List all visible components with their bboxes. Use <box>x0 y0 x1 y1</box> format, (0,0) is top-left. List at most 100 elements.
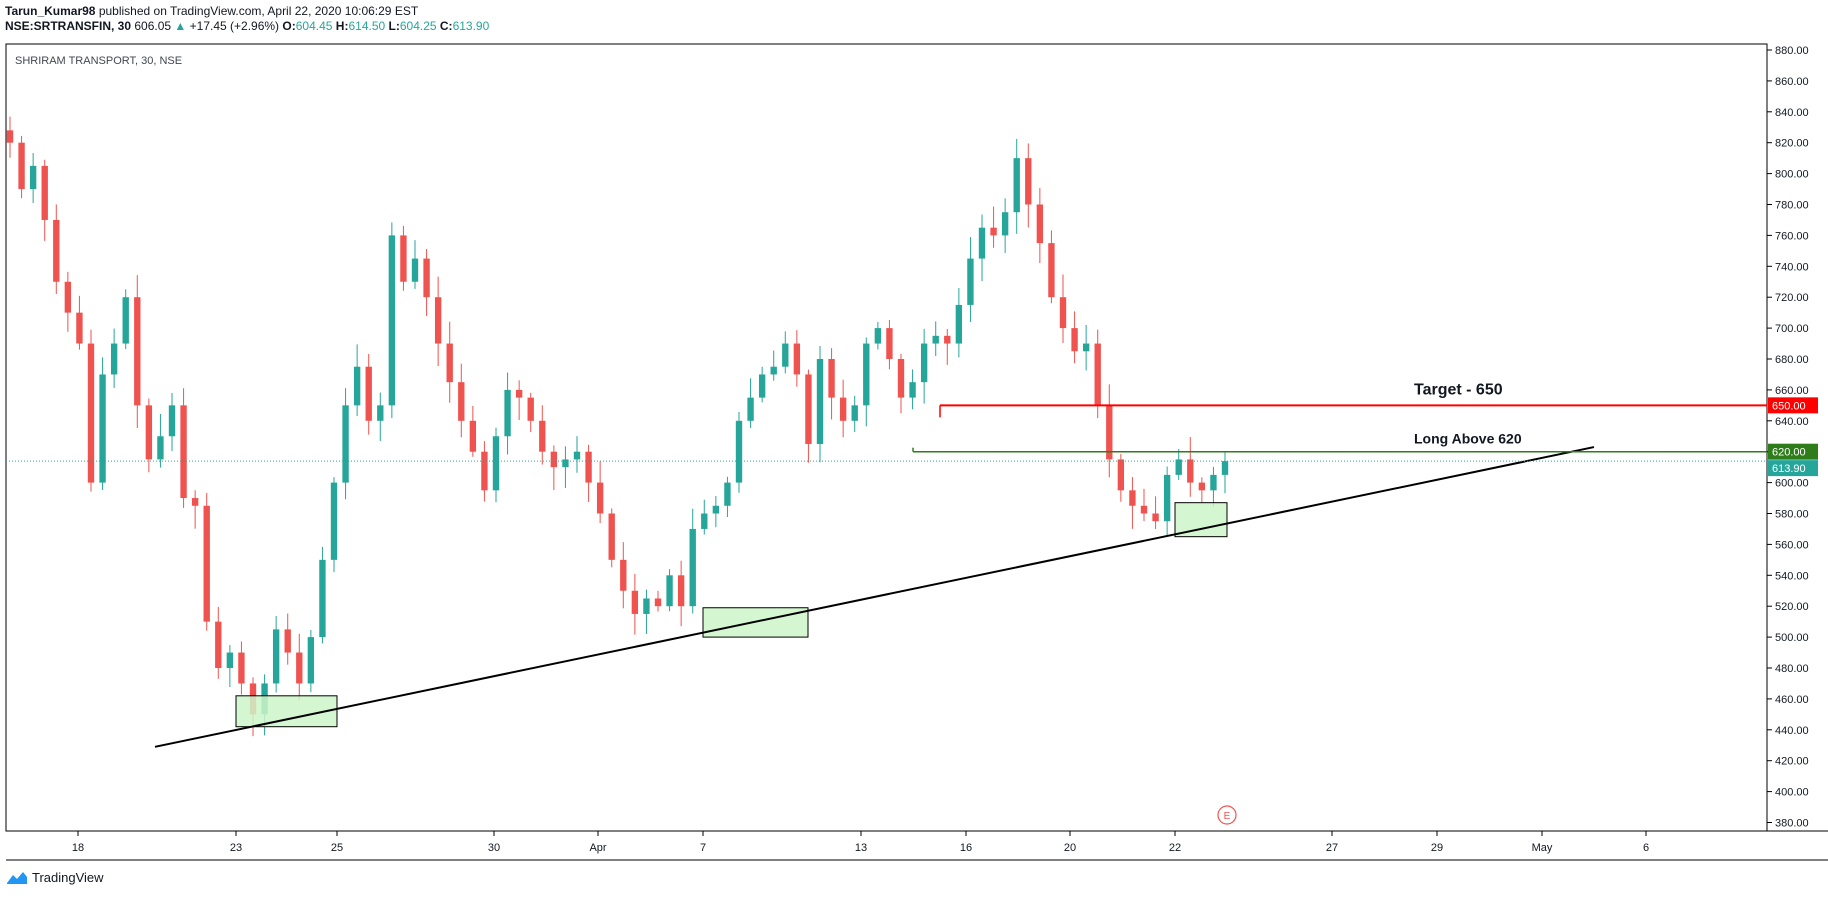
candle-body <box>307 637 315 684</box>
candle-body <box>238 652 245 684</box>
y-tick-label: 400.00 <box>1775 787 1809 799</box>
candle-body <box>226 652 234 668</box>
x-tick-label: 30 <box>488 842 500 854</box>
y-tick-label: 440.00 <box>1775 725 1809 737</box>
long-price-tag <box>1768 443 1818 460</box>
ohlc-line: NSE:SRTRANSFIN, 30 606.05 ▲ +17.45 (+2.9… <box>5 19 489 34</box>
candle-body <box>932 335 939 344</box>
candle-body <box>134 297 141 406</box>
candle-body <box>446 343 453 383</box>
candle-body <box>620 559 627 591</box>
x-tick-label: 6 <box>1643 842 1649 854</box>
candle-body <box>585 451 592 483</box>
candle-body <box>1129 490 1136 506</box>
support-zone-box[interactable] <box>235 695 338 728</box>
candle-body <box>793 343 801 375</box>
candle-body <box>492 436 500 491</box>
change-value: +17.45 (+2.96%) <box>189 19 280 33</box>
price-chart[interactable]: SHRIRAM TRANSPORT, 30, NSE 880.00 860.00 84… <box>0 0 1828 870</box>
publisher-line: Tarun_Kumar98 published on TradingView.c… <box>5 4 489 19</box>
high-label: H: <box>335 19 349 33</box>
y-tick-label: 720.00 <box>1775 292 1809 304</box>
candle-body <box>6 130 14 143</box>
tradingview-brand[interactable]: TradingView <box>32 870 104 885</box>
y-tick-label: 840.00 <box>1775 107 1809 119</box>
y-tick-label: 820.00 <box>1775 138 1809 150</box>
y-tick-label: 800.00 <box>1775 169 1809 181</box>
last-price: 606.05 <box>134 19 172 33</box>
candle-body <box>1094 343 1101 406</box>
footer: TradingView <box>6 870 104 885</box>
candle-body <box>747 397 754 421</box>
candle-body <box>689 528 696 607</box>
candle-body <box>677 575 685 607</box>
y-tick-label: 640.00 <box>1775 416 1809 428</box>
candle-body <box>76 312 83 344</box>
y-tick-label: 420.00 <box>1775 756 1809 768</box>
low-label: L: <box>388 19 400 33</box>
candle-body <box>110 343 118 375</box>
target-price-tag-label: 650.00 <box>1772 400 1806 412</box>
x-tick-label: May <box>1532 842 1553 854</box>
chart-header: Tarun_Kumar98 published on TradingView.c… <box>5 4 489 34</box>
x-tick-label: 29 <box>1431 842 1443 854</box>
candle-body <box>643 598 650 614</box>
candle-body <box>504 389 511 437</box>
candle-body <box>191 498 199 506</box>
candle-body <box>423 258 430 298</box>
candle-body <box>411 258 419 282</box>
close-value: 613.90 <box>452 19 490 33</box>
candle-body <box>1071 328 1078 352</box>
candle-body <box>955 304 963 344</box>
symbol-label: NSE:SRTRANSFIN, 30 <box>5 19 132 33</box>
candle-body <box>550 451 558 468</box>
last-price-tag <box>1768 460 1818 477</box>
y-tick-label: 380.00 <box>1775 818 1809 830</box>
x-tick-label: 23 <box>230 842 242 854</box>
candle-body <box>758 374 766 398</box>
x-tick-label: 25 <box>331 842 343 854</box>
candle-body <box>1048 243 1055 298</box>
candle-body <box>1163 474 1171 522</box>
y-tick-label: 540.00 <box>1775 570 1809 582</box>
candle-body <box>330 482 338 560</box>
candle-body <box>666 575 673 607</box>
target-level-label: Target - 650 <box>1414 381 1503 398</box>
candle-body <box>724 482 731 506</box>
candle-body <box>863 343 870 406</box>
candle-body <box>157 436 164 460</box>
candle-body <box>712 505 720 514</box>
y-tick-label: 780.00 <box>1775 200 1809 212</box>
candle-body <box>805 374 812 444</box>
candle-body <box>654 598 662 607</box>
candle-body <box>1152 513 1159 522</box>
candle-body <box>1198 482 1206 491</box>
candle-body <box>272 629 280 684</box>
publisher-name[interactable]: Tarun_Kumar98 <box>5 4 96 18</box>
earnings-event-icon[interactable] <box>1217 805 1237 825</box>
y-tick-label: 760.00 <box>1775 230 1809 242</box>
low-value: 604.25 <box>399 19 437 33</box>
candle-body <box>18 142 25 190</box>
y-tick-label: 520.00 <box>1775 601 1809 613</box>
candle-body <box>388 235 396 406</box>
candle-body <box>41 165 48 220</box>
candle-body <box>1082 343 1090 352</box>
earnings-event-label: E <box>1224 811 1231 822</box>
x-tick-label: 13 <box>855 842 867 854</box>
x-tick-label: 16 <box>960 842 972 854</box>
x-tick-label: 27 <box>1326 842 1338 854</box>
ascending-trendline[interactable] <box>154 446 1595 748</box>
candle-body <box>608 513 615 560</box>
candle-body <box>458 382 465 421</box>
y-tick-label: 660.00 <box>1775 385 1809 397</box>
support-zone-box[interactable] <box>1174 502 1228 538</box>
candle-body <box>400 235 407 282</box>
candle-body <box>29 165 37 190</box>
candle-body <box>319 559 326 638</box>
candle-body <box>1001 212 1009 236</box>
candle-body <box>515 389 523 398</box>
change-arrow-icon: ▲ <box>174 19 187 33</box>
candle-body <box>481 451 488 491</box>
candle-body <box>701 513 708 529</box>
